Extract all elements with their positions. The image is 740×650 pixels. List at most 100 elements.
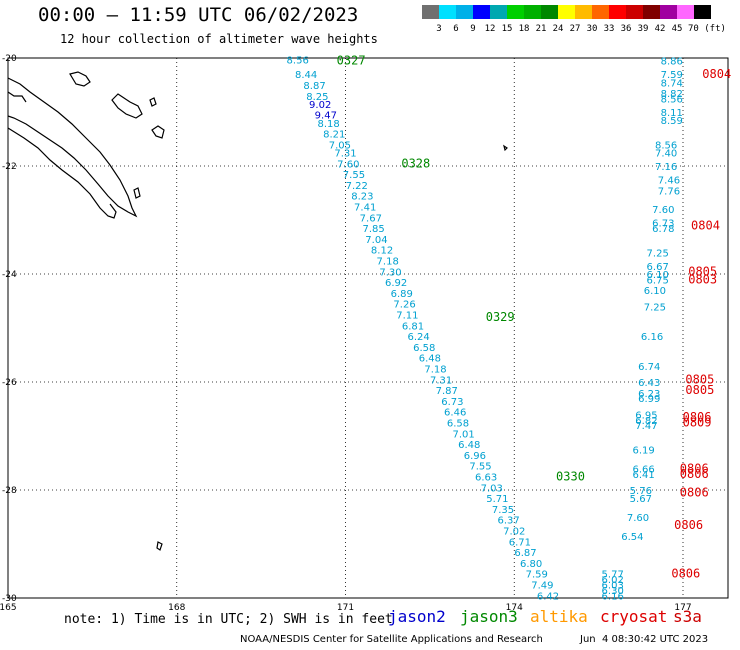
wave-height-value: 8.23	[351, 192, 373, 203]
legend-jason3: jason3	[460, 607, 518, 626]
wave-height-value: 7.85	[362, 224, 384, 235]
wave-height-value: 7.04	[365, 235, 387, 246]
color-swatch	[592, 5, 609, 19]
wave-height-value: 6.54	[621, 532, 643, 543]
color-scale-label: 70 (ft)	[688, 24, 726, 34]
lon-tick-label: 171	[337, 603, 354, 613]
wave-height-value: 6.10	[644, 286, 666, 297]
wave-height-value: 6.75	[647, 275, 669, 286]
lat-tick-label: -26	[2, 378, 17, 388]
pass-time-label: 0806	[674, 518, 703, 532]
wave-height-value: 6.92	[385, 278, 407, 289]
wave-height-value: 6.37	[497, 516, 519, 527]
wave-height-value: 6.16	[641, 332, 663, 343]
wave-height-value: 7.55	[343, 170, 365, 181]
wave-height-value: 6.16	[602, 591, 624, 602]
wave-height-value: 8.11	[661, 108, 683, 119]
wave-height-value: 8.86	[661, 57, 683, 68]
color-swatch	[558, 5, 575, 19]
wave-height-value: 7.31	[334, 149, 356, 160]
wave-height-value: 7.18	[377, 257, 399, 268]
wave-height-value: 7.60	[652, 205, 674, 216]
wave-height-value: 8.74	[661, 78, 683, 89]
color-swatch	[609, 5, 626, 19]
generated-timestamp: Jun 4 08:30:42 UTC 2023	[580, 634, 709, 645]
pass-time-label: 0806	[680, 486, 709, 500]
wave-height-value: 8.82	[661, 89, 683, 100]
wave-height-value: 6.23	[638, 389, 660, 400]
lat-tick-label: -24	[2, 270, 17, 280]
color-scale-label: 18	[518, 24, 530, 34]
wave-height-value: 9.02	[309, 100, 331, 111]
wave-height-value: 6.46	[444, 408, 466, 419]
wave-height-value: 7.41	[354, 203, 376, 214]
wave-height-value: 6.67	[647, 262, 669, 273]
coastline	[7, 71, 508, 551]
wave-height-value: 6.96	[464, 451, 486, 462]
color-swatch	[490, 5, 507, 19]
wave-height-value: 7.25	[647, 248, 669, 259]
legend-jason2: jason2	[388, 607, 446, 626]
color-swatch	[456, 5, 473, 19]
wave-height-value: 9.47	[315, 111, 337, 122]
lat-tick-label: -28	[2, 486, 17, 496]
wave-height-value: 5.76	[630, 486, 652, 497]
color-scale-label: 33	[603, 24, 615, 34]
wave-height-value: 7.60	[337, 159, 359, 170]
color-scale-label: 12	[484, 24, 496, 34]
color-swatch	[422, 5, 439, 19]
color-scale-label: 3	[436, 24, 442, 34]
wave-height-value: 7.40	[655, 149, 677, 160]
wave-height-value: 8.56	[661, 95, 683, 106]
wave-height-value: 6.74	[638, 362, 660, 373]
color-scale-label: 24	[552, 24, 564, 34]
wave-height-value: 6.87	[514, 548, 536, 559]
pass-time-label: 0329	[486, 310, 515, 324]
color-swatch	[524, 5, 541, 19]
wave-height-value: 7.05	[329, 140, 351, 151]
color-scale-label: 27	[569, 24, 581, 34]
wave-height-value: 8.87	[303, 81, 325, 92]
lon-tick-label: 174	[506, 603, 523, 613]
color-swatch	[439, 5, 456, 19]
wave-height-value: 6.58	[413, 343, 435, 354]
pass-time-label: 0806	[680, 467, 709, 481]
wave-height-value: 7.59	[661, 70, 683, 81]
color-swatch	[473, 5, 490, 19]
wave-height-value: 6.48	[419, 354, 441, 365]
pass-time-label: 0805	[685, 383, 714, 397]
wave-height-value: 7.35	[492, 505, 514, 516]
wave-height-value: 6.10	[647, 270, 669, 281]
credit-line: NOAA/NESDIS Center for Satellite Applica…	[240, 634, 543, 645]
color-swatch	[507, 5, 524, 19]
wave-height-value: 7.87	[436, 386, 458, 397]
pass-time-label: 0806	[683, 410, 712, 424]
wave-height-value: 5.77	[602, 570, 624, 581]
color-scale-label: 6	[453, 24, 459, 34]
page-subtitle: 12 hour collection of altimeter wave hei…	[60, 32, 378, 46]
color-scale-label: 39	[637, 24, 649, 34]
wave-height-value: 7.02	[503, 527, 525, 538]
pass-time-label: 0809	[683, 416, 712, 430]
wave-height-value: 6.43	[638, 378, 660, 389]
wave-height-value: 7.31	[430, 375, 452, 386]
wave-height-value: 6.95	[635, 410, 657, 421]
lat-tick-label: -30	[2, 594, 17, 604]
footer-note: note: 1) Time is in UTC; 2) SWH is in fe…	[64, 612, 393, 627]
wave-height-value: 6.58	[447, 419, 469, 430]
legend-s3a: s3a	[673, 607, 702, 626]
pass-time-label: 0804	[691, 218, 720, 232]
legend-altika: altika	[530, 607, 588, 626]
pass-time-label: 0805	[685, 372, 714, 386]
wave-height-value: 7.26	[393, 300, 415, 311]
wave-height-value: 6.66	[632, 464, 654, 475]
wave-height-value: 7.59	[526, 570, 548, 581]
wave-height-value: 8.21	[323, 130, 345, 141]
lat-tick-label: -20	[2, 54, 17, 64]
wave-height-value: 8.44	[295, 70, 317, 81]
page-title: 00:00 – 11:59 UTC 06/02/2023	[38, 4, 359, 26]
wave-height-value: 7.30	[379, 267, 401, 278]
wave-height-value: 6.81	[402, 321, 424, 332]
lat-tick-label: -22	[2, 162, 17, 172]
